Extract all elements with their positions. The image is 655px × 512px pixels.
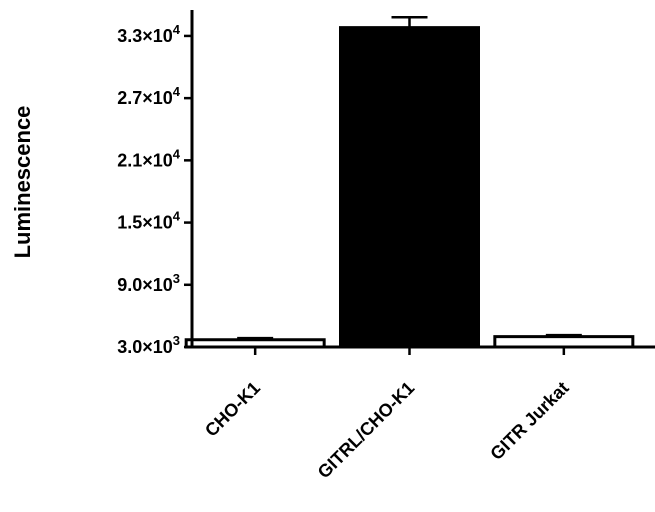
x-tick-label: CHO-K1 [201,378,264,441]
y-axis-ticks: 3.0×103 9.0×103 1.5×104 2.1×104 2.7×104 3.3×1… [117,22,192,357]
y-axis-title: Luminescence [10,106,35,259]
bars-group [184,26,635,349]
y-tick-label: 9.0×103 [117,271,180,295]
error-bars-group [237,16,582,340]
x-axis-ticks: CHO-K1 GITRL/CHO-K1 GITR Jurkat [201,347,573,482]
y-tick-label: 3.3×104 [117,22,181,46]
x-tick-label: GITR Jurkat [486,378,572,464]
y-tick-label: 1.5×104 [117,209,181,233]
bar-gitrl-cho-k1 [339,26,480,349]
y-tick-label: 2.7×104 [117,84,181,108]
bar-gitr-jurkat [493,335,635,349]
y-tick-label: 3.0×103 [117,333,180,357]
y-tick-label: 2.1×104 [117,146,181,170]
x-tick-label: GITRL/CHO-K1 [314,378,419,483]
